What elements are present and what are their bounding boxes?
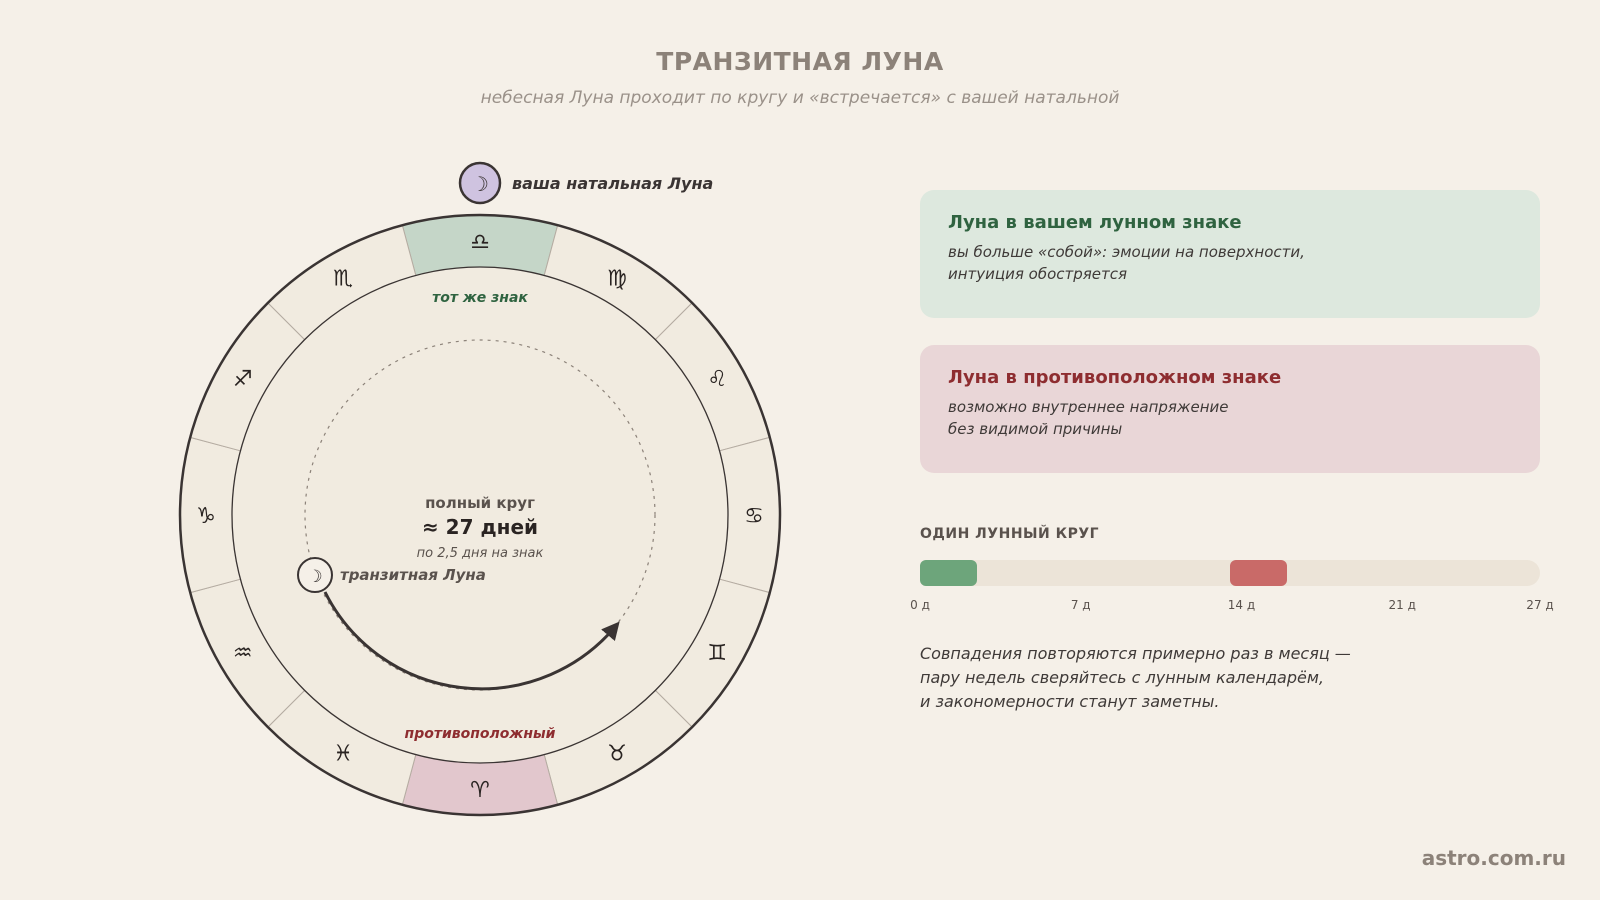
zodiac-sign-icon: ♐: [233, 367, 253, 392]
transit-moon-label: транзитная Луна: [340, 566, 486, 584]
same-sign-card-title: Луна в вашем лунном знаке: [948, 212, 1242, 233]
cycle-tick-label: 14 д: [1227, 598, 1256, 612]
opposite-sign-label: противоположный: [405, 726, 556, 742]
cycle-bar-segment: [920, 560, 978, 586]
cycle-title: ОДИН ЛУННЫЙ КРУГ: [920, 526, 1100, 542]
opposite-sign-card: Луна в противоположном знаке возможно вн…: [920, 345, 1540, 473]
zodiac-sign-icon: ♊: [707, 641, 727, 666]
brand-logo-text: astro.com.ru: [1421, 846, 1566, 870]
same-sign-card: Луна в вашем лунном знаке вы больше «соб…: [920, 190, 1540, 318]
transit-moon-circle: [297, 557, 333, 593]
natal-moon-icon: ☽: [471, 172, 489, 196]
zodiac-sign-icon: ♎: [470, 230, 490, 255]
zodiac-sign-icon: ♌: [707, 367, 727, 392]
center-label-cycle: полный круг: [425, 494, 535, 512]
same-sign-card-line: интуиция обостряется: [948, 265, 1128, 283]
page-subtitle: небесная Луна проходит по кругу и «встре…: [480, 88, 1120, 108]
cycle-tick-label: 27 д: [1526, 598, 1554, 612]
zodiac-sign-icon: ♏: [333, 267, 353, 292]
transit-moon-icon: ☽: [307, 567, 322, 587]
opposite-sign-card-text: возможно внутреннее напряжение без видим…: [948, 396, 1512, 440]
natal-moon-label: ваша натальная Луна: [512, 174, 713, 193]
cycle-tick-label: 21 д: [1388, 598, 1416, 612]
zodiac-glyphs: ♎ ♍ ♌ ♋ ♊ ♉ ♈ ♓ ♒ ♑ ♐ ♏: [196, 230, 764, 803]
cycle-tick-label: 0 д: [910, 598, 930, 612]
note-line: и закономерности станут заметны.: [920, 692, 1220, 711]
center-label-per-sign: по 2,5 дня на знак: [417, 546, 544, 561]
same-sign-label: тот же знак: [432, 290, 528, 306]
outer-ring: [178, 213, 782, 817]
zodiac-sign-icon: ♋: [744, 504, 764, 529]
cycle-tick-label: 7 д: [1070, 598, 1091, 612]
zodiac-sectors: [179, 214, 781, 816]
opposite-sign-card-line: возможно внутреннее напряжение: [948, 398, 1229, 416]
transit-moon-marker: ☽: [297, 557, 333, 593]
center-label-days: ≈ 27 дней: [422, 515, 538, 539]
zodiac-sign-icon: ♉: [607, 741, 627, 766]
zodiac-wheel: ♎ ♍ ♌ ♋ ♊ ♉ ♈ ♓ ♒ ♑ ♐ ♏ тот же знак противоположный…: [178, 161, 782, 817]
zodiac-sign-icon: ♓: [333, 741, 353, 766]
natal-moon-marker: ☽: [458, 161, 502, 205]
cycle-bar: [920, 560, 1540, 586]
same-sign-card-text: вы больше «собой»: эмоции на поверхности…: [948, 241, 1512, 285]
cycle-bar-segment: [1230, 560, 1288, 586]
page-title: ТРАНЗИТНАЯ ЛУНА: [656, 47, 944, 76]
transit-arrow: [323, 591, 620, 691]
cycle-note: Совпадения повторяются примерно раз в ме…: [920, 642, 1560, 714]
zodiac-sign-icon: ♑: [196, 504, 216, 529]
natal-moon-circle: [458, 161, 502, 205]
note-line: пару недель сверяйтесь с лунным календар…: [920, 668, 1324, 687]
zodiac-sign-icon: ♍: [607, 267, 627, 292]
opposite-sign-card-title: Луна в противоположном знаке: [948, 367, 1282, 388]
note-line: Совпадения повторяются примерно раз в ме…: [920, 644, 1351, 663]
zodiac-sign-icon: ♒: [233, 641, 253, 666]
same-sign-card-line: вы больше «собой»: эмоции на поверхности…: [948, 243, 1305, 261]
zodiac-sign-icon: ♈: [470, 778, 490, 803]
opposite-sign-card-line: без видимой причины: [948, 420, 1123, 438]
